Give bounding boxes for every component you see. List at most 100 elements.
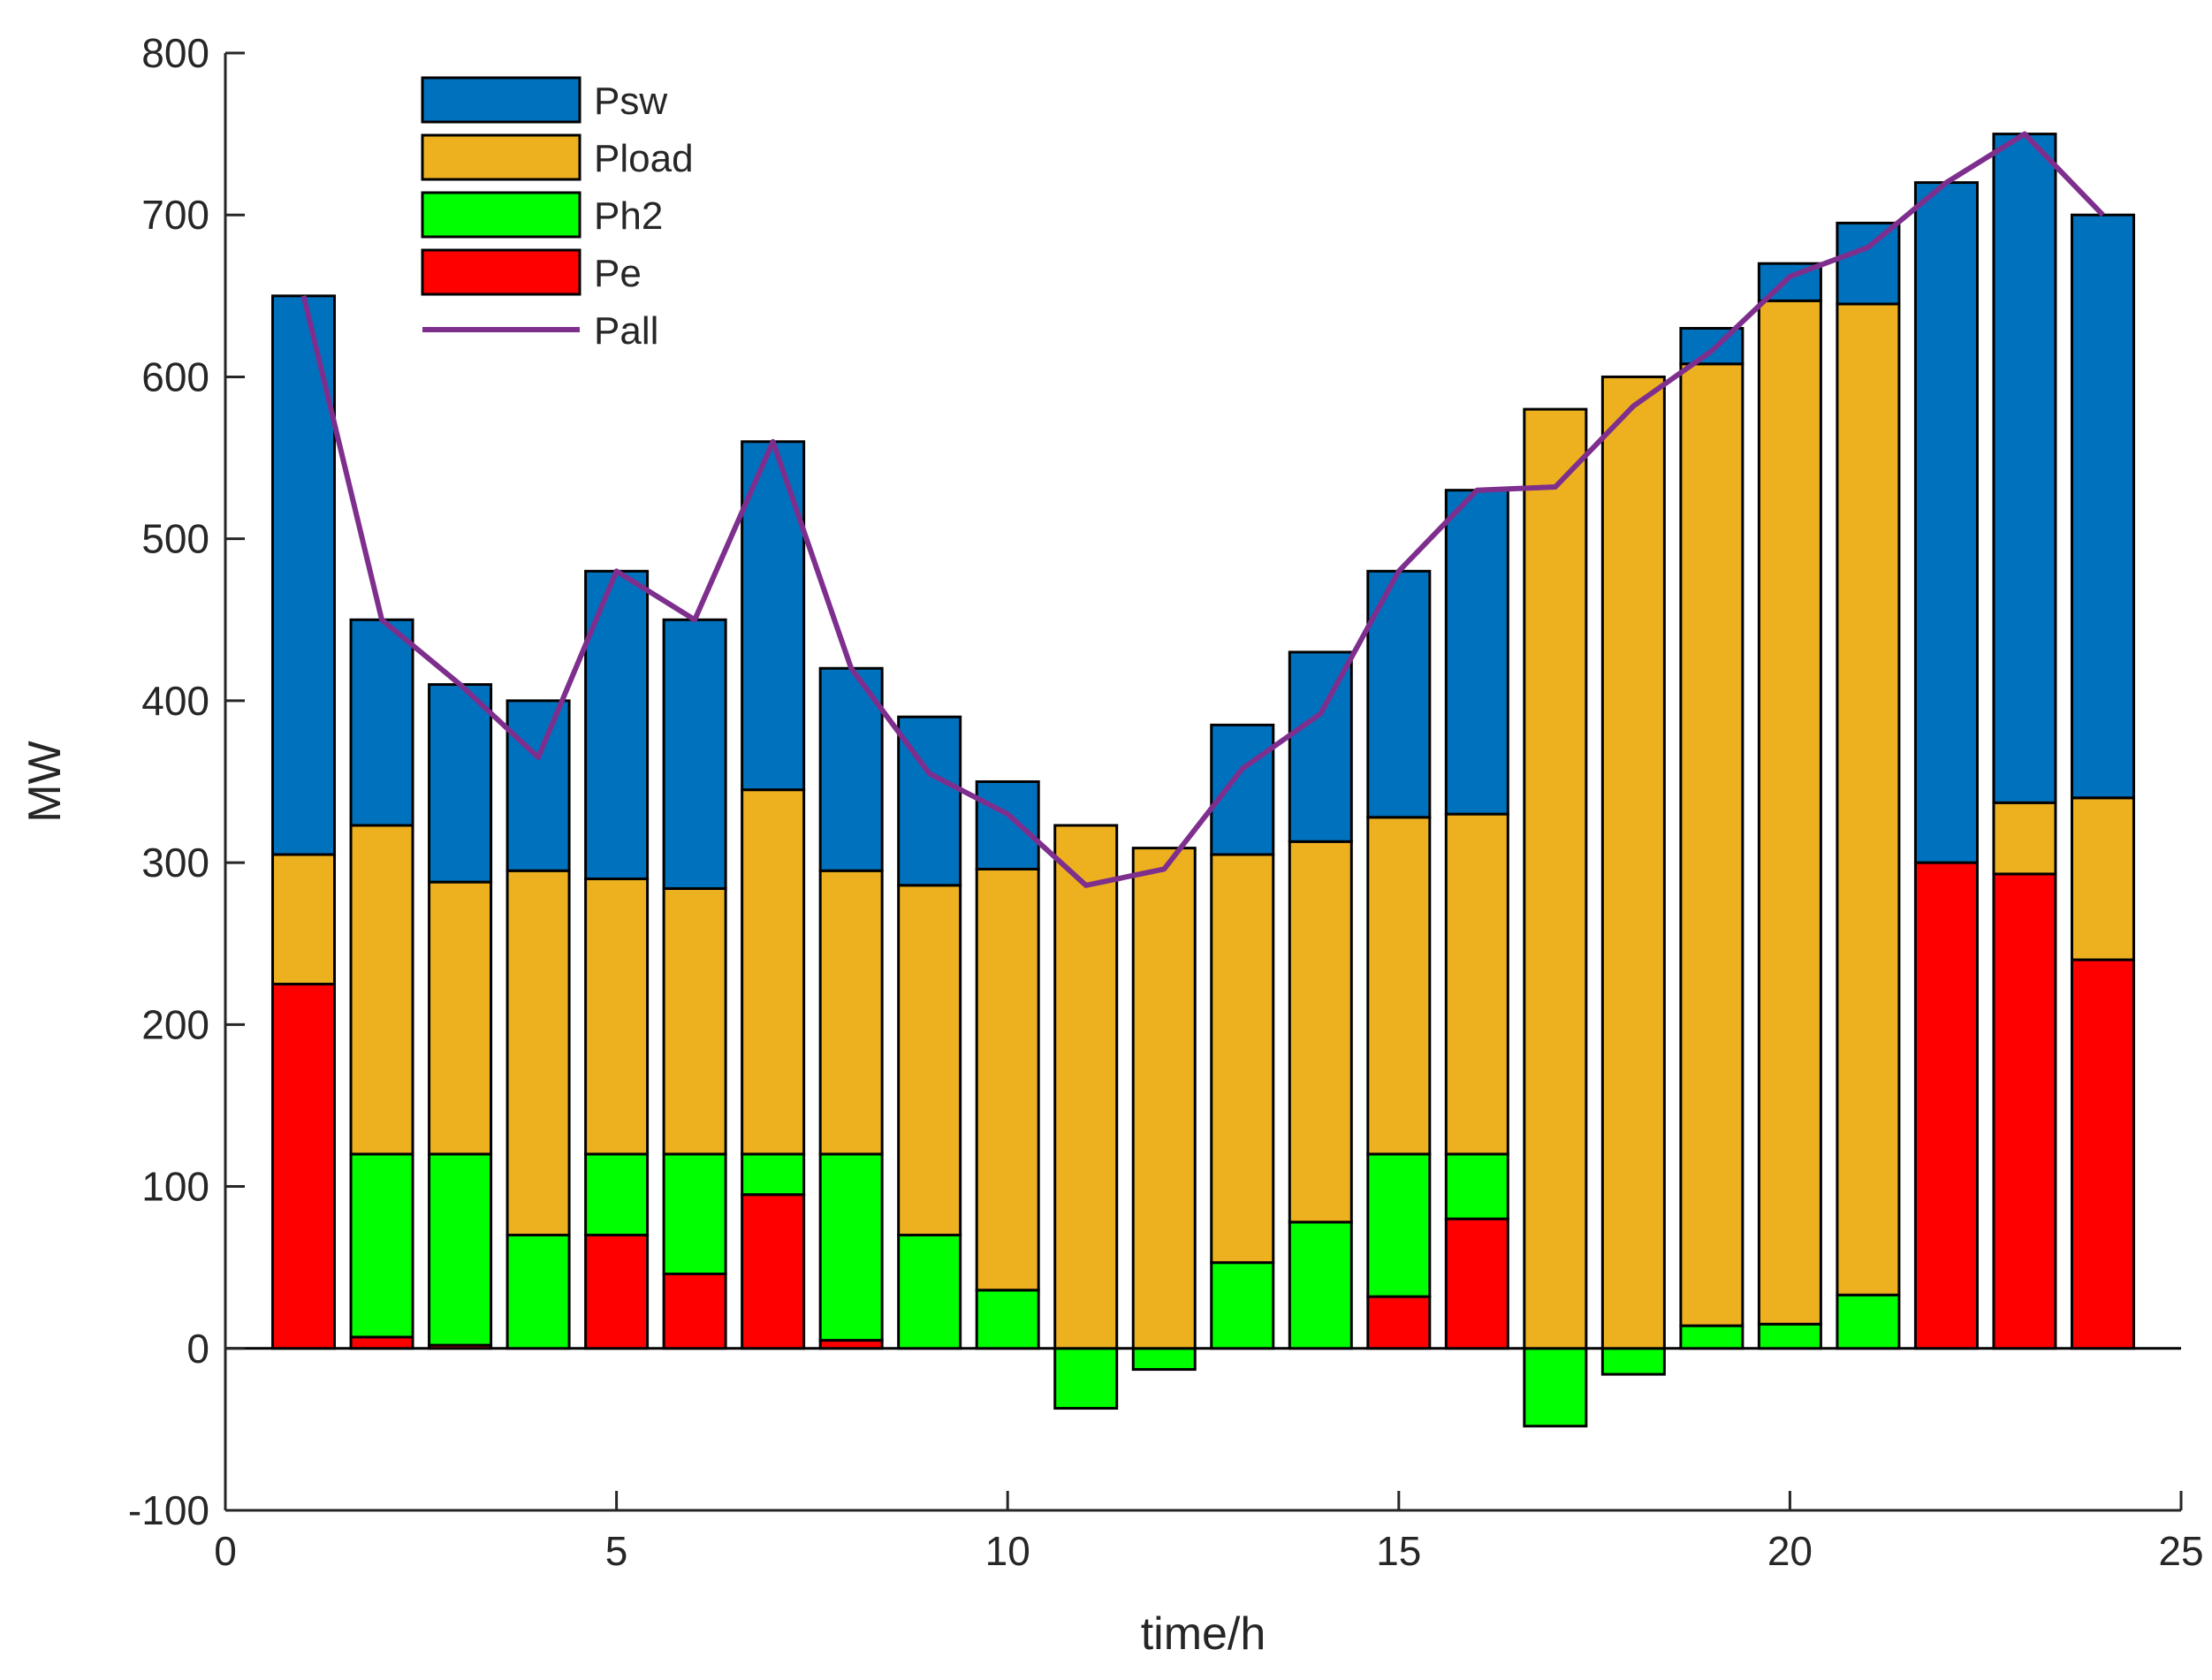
bar-pload-h11 xyxy=(1053,824,1119,1350)
bar-pload-h10 xyxy=(975,867,1040,1292)
y-tick-label: 100 xyxy=(141,1164,209,1210)
bar-ph2-h9 xyxy=(897,1234,962,1350)
bar-pe-h7 xyxy=(741,1193,806,1350)
y-tick-label: -100 xyxy=(128,1487,209,1533)
bar-pload-h16 xyxy=(1444,812,1509,1156)
legend-label-pe: Pe xyxy=(594,252,642,295)
y-tick-label: 500 xyxy=(141,516,209,562)
bar-pload-h17 xyxy=(1523,407,1588,1350)
bar-ph2-h8 xyxy=(818,1152,884,1342)
bar-pload-h24 xyxy=(2070,796,2135,962)
bar-pe-h6 xyxy=(662,1272,727,1350)
x-tick-label: 10 xyxy=(985,1528,1030,1574)
x-tick-label: 0 xyxy=(214,1528,237,1574)
bar-pload-h13 xyxy=(1210,853,1275,1265)
x-axis-title: time/h xyxy=(1141,1608,1266,1660)
bar-ph2-h13 xyxy=(1210,1261,1275,1350)
bar-pe-h5 xyxy=(584,1234,650,1350)
pall-line-layer xyxy=(300,131,2105,888)
bar-ph2-h19 xyxy=(1679,1324,1745,1350)
x-tick-label: 15 xyxy=(1376,1528,1421,1574)
legend-label-ph2: Ph2 xyxy=(594,194,663,238)
y-tick-label: 600 xyxy=(141,353,209,399)
y-tick-label: 300 xyxy=(141,840,209,886)
pall-line xyxy=(300,131,2105,888)
bar-ph2-h16 xyxy=(1444,1152,1509,1220)
legend-label-pall: Pall xyxy=(594,309,658,353)
bar-psw-h13 xyxy=(1210,723,1275,856)
bar-pload-h20 xyxy=(1757,299,1822,1326)
bar-psw-h2 xyxy=(349,618,414,827)
y-tick-label: 700 xyxy=(141,192,209,238)
x-tick-label: 20 xyxy=(1767,1528,1813,1574)
bar-pload-h7 xyxy=(741,788,806,1156)
bar-psw-h24 xyxy=(2070,213,2135,800)
legend-swatch-ph2 xyxy=(421,191,582,239)
bar-psw-h3 xyxy=(428,683,493,884)
bar-pload-h12 xyxy=(1131,847,1197,1350)
bar-psw-h14 xyxy=(1288,650,1353,843)
bar-psw-h8 xyxy=(818,666,884,872)
bar-ph2-h7 xyxy=(741,1152,806,1197)
bar-pload-h21 xyxy=(1836,302,1901,1296)
legend-swatch-pe xyxy=(421,248,582,296)
bars-layer xyxy=(271,133,2135,1428)
bar-ph2-h4 xyxy=(505,1234,571,1350)
bar-ph2-h12 xyxy=(1131,1347,1197,1372)
bar-pe-h1 xyxy=(271,983,337,1350)
x-tick-label: 25 xyxy=(2158,1528,2203,1574)
bar-psw-h21 xyxy=(1836,221,1901,306)
bar-psw-h6 xyxy=(662,618,727,890)
y-tick-label: 800 xyxy=(141,30,209,76)
y-axis-title: MW xyxy=(19,741,71,822)
bar-ph2-h18 xyxy=(1600,1347,1666,1376)
bar-psw-h19 xyxy=(1679,326,1745,366)
y-tick-label: 400 xyxy=(141,678,209,724)
bar-pload-h3 xyxy=(428,880,493,1156)
bar-pload-h19 xyxy=(1679,362,1745,1327)
bar-ph2-h14 xyxy=(1288,1220,1353,1350)
bar-ph2-h20 xyxy=(1757,1322,1822,1350)
bar-psw-h4 xyxy=(505,699,571,872)
legend-swatch-pload xyxy=(421,133,582,181)
legend-swatch-psw xyxy=(421,76,582,124)
legend: Psw Pload Ph2 Pe Pall xyxy=(421,76,694,353)
bar-psw-h10 xyxy=(975,780,1040,870)
bar-psw-h22 xyxy=(1913,181,1979,864)
bar-pload-h4 xyxy=(505,869,571,1237)
bar-pload-h23 xyxy=(1992,801,2057,876)
bar-pload-h15 xyxy=(1366,816,1432,1156)
bar-ph2-h15 xyxy=(1366,1152,1432,1298)
bar-pload-h9 xyxy=(897,884,962,1237)
legend-label-psw: Psw xyxy=(594,80,667,123)
bar-ph2-h5 xyxy=(584,1152,650,1237)
bar-pload-h1 xyxy=(271,853,337,986)
bar-pload-h2 xyxy=(349,824,414,1156)
bar-pe-h2 xyxy=(349,1335,414,1350)
bar-pload-h5 xyxy=(584,877,650,1156)
bar-pe-h22 xyxy=(1913,861,1979,1350)
bar-ph2-h3 xyxy=(428,1152,493,1347)
bar-pload-h6 xyxy=(662,886,727,1156)
bar-pe-h15 xyxy=(1366,1295,1432,1350)
bar-pe-h23 xyxy=(1992,872,2057,1350)
bar-pload-h8 xyxy=(818,869,884,1156)
bar-psw-h16 xyxy=(1444,489,1509,816)
bar-ph2-h6 xyxy=(662,1152,727,1275)
x-tick-label: 5 xyxy=(605,1528,628,1574)
bar-pe-h24 xyxy=(2070,958,2135,1350)
bar-ph2-h11 xyxy=(1053,1347,1119,1410)
bar-pload-h18 xyxy=(1600,375,1666,1350)
bar-ph2-h10 xyxy=(975,1289,1040,1350)
bar-psw-h23 xyxy=(1992,133,2057,804)
bar-ph2-h21 xyxy=(1836,1293,1901,1350)
bar-ph2-h2 xyxy=(349,1152,414,1339)
y-tick-label: 0 xyxy=(186,1326,209,1372)
y-tick-label: 200 xyxy=(141,1001,209,1047)
legend-label-pload: Pload xyxy=(594,137,694,180)
bar-pe-h16 xyxy=(1444,1217,1509,1350)
bar-pload-h14 xyxy=(1288,840,1353,1224)
bar-ph2-h17 xyxy=(1523,1347,1588,1428)
